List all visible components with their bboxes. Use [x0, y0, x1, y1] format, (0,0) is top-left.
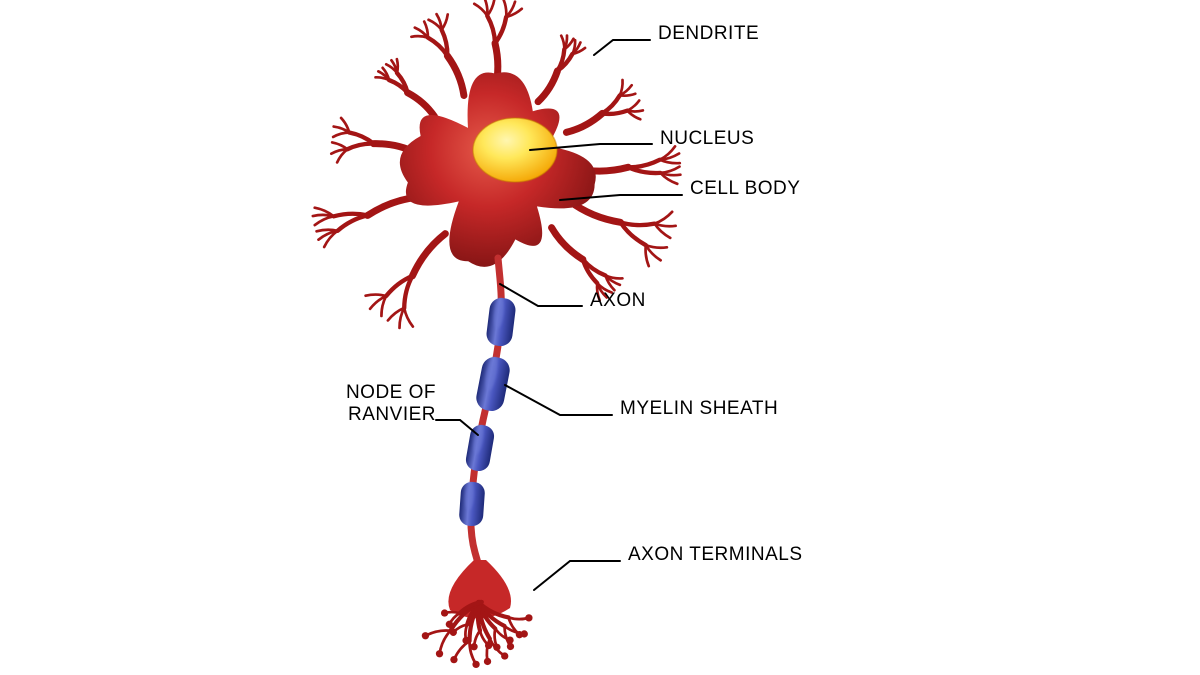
- label-myelin: MYELIN SHEATH: [620, 398, 778, 420]
- axon-terminals-group: [422, 560, 533, 668]
- neuron-svg: [0, 0, 1200, 675]
- neuron-diagram: { "diagram": { "type": "labeled-anatomy-…: [0, 0, 1200, 675]
- label-node: NODE OF RANVIER: [346, 382, 436, 426]
- myelin-segment: [474, 355, 512, 413]
- myelin-segment: [464, 423, 496, 472]
- myelin-segment: [458, 481, 485, 527]
- label-dendrite: DENDRITE: [658, 23, 759, 45]
- label-nucleus: NUCLEUS: [660, 128, 754, 150]
- leader-terminals: [534, 561, 620, 590]
- myelin-segment: [485, 297, 517, 348]
- label-cell-body: CELL BODY: [690, 178, 800, 200]
- label-axon: AXON: [590, 290, 646, 312]
- label-terminals: AXON TERMINALS: [628, 544, 803, 566]
- leader-myelin: [505, 385, 612, 415]
- leader-dendrite: [594, 40, 650, 55]
